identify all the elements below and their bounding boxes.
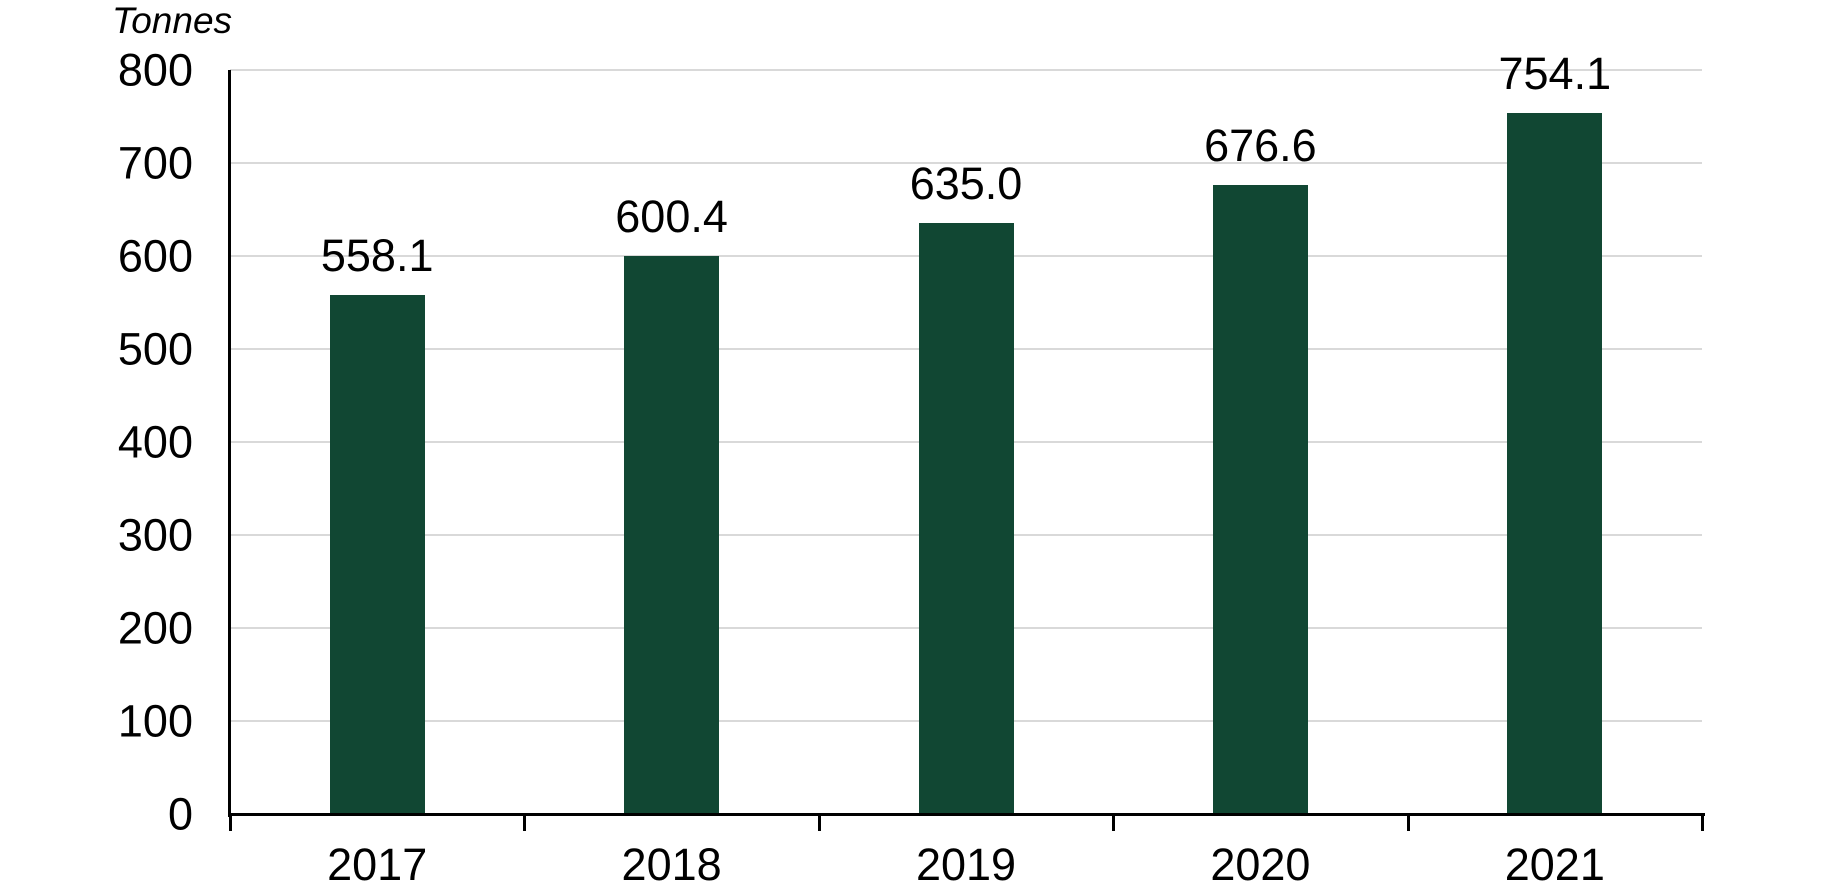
- bar-2018: [624, 255, 720, 814]
- x-axis-tick-5: [1701, 813, 1704, 831]
- x-tick-label-2019: 2019: [915, 839, 1017, 889]
- y-tick-label-300: 300: [117, 509, 193, 561]
- x-axis-tick-3: [1112, 813, 1116, 831]
- gridline-800: [230, 69, 1702, 71]
- x-tick-label-2018: 2018: [621, 839, 722, 889]
- bar-2021: [1507, 112, 1603, 814]
- bar-2020: [1212, 184, 1308, 814]
- y-axis-line: [228, 70, 231, 817]
- bar-value-label-2020: 676.6: [1204, 119, 1317, 171]
- x-axis-tick-4: [1406, 813, 1410, 831]
- bar-2019: [918, 223, 1014, 814]
- y-tick-label-0: 0: [167, 788, 193, 840]
- x-axis-tick-0: [229, 813, 232, 831]
- bar-value-label-2019: 635.0: [909, 158, 1023, 210]
- x-axis-tick-1: [523, 813, 527, 831]
- x-axis-tick-2: [817, 813, 821, 831]
- y-tick-label-400: 400: [117, 416, 193, 468]
- bar-value-label-2017: 558.1: [320, 229, 434, 281]
- y-axis-title: Tonnes: [112, 0, 233, 41]
- x-tick-label-2017: 2017: [327, 839, 428, 889]
- y-tick-label-200: 200: [117, 602, 193, 654]
- y-tick-label-500: 500: [117, 323, 193, 375]
- bar-value-label-2021: 754.1: [1498, 47, 1612, 99]
- y-tick-label-800: 800: [117, 44, 193, 96]
- x-axis-line: [228, 813, 1705, 816]
- plot-area: [230, 69, 1702, 814]
- y-tick-label-100: 100: [117, 695, 193, 747]
- bar-2017: [329, 294, 425, 814]
- y-tick-label-600: 600: [117, 230, 193, 282]
- bar-value-label-2018: 600.4: [615, 190, 728, 242]
- x-tick-label-2021: 2021: [1504, 839, 1605, 889]
- x-tick-label-2020: 2020: [1210, 839, 1311, 889]
- gridline-700: [230, 162, 1702, 164]
- y-tick-label-700: 700: [117, 137, 193, 189]
